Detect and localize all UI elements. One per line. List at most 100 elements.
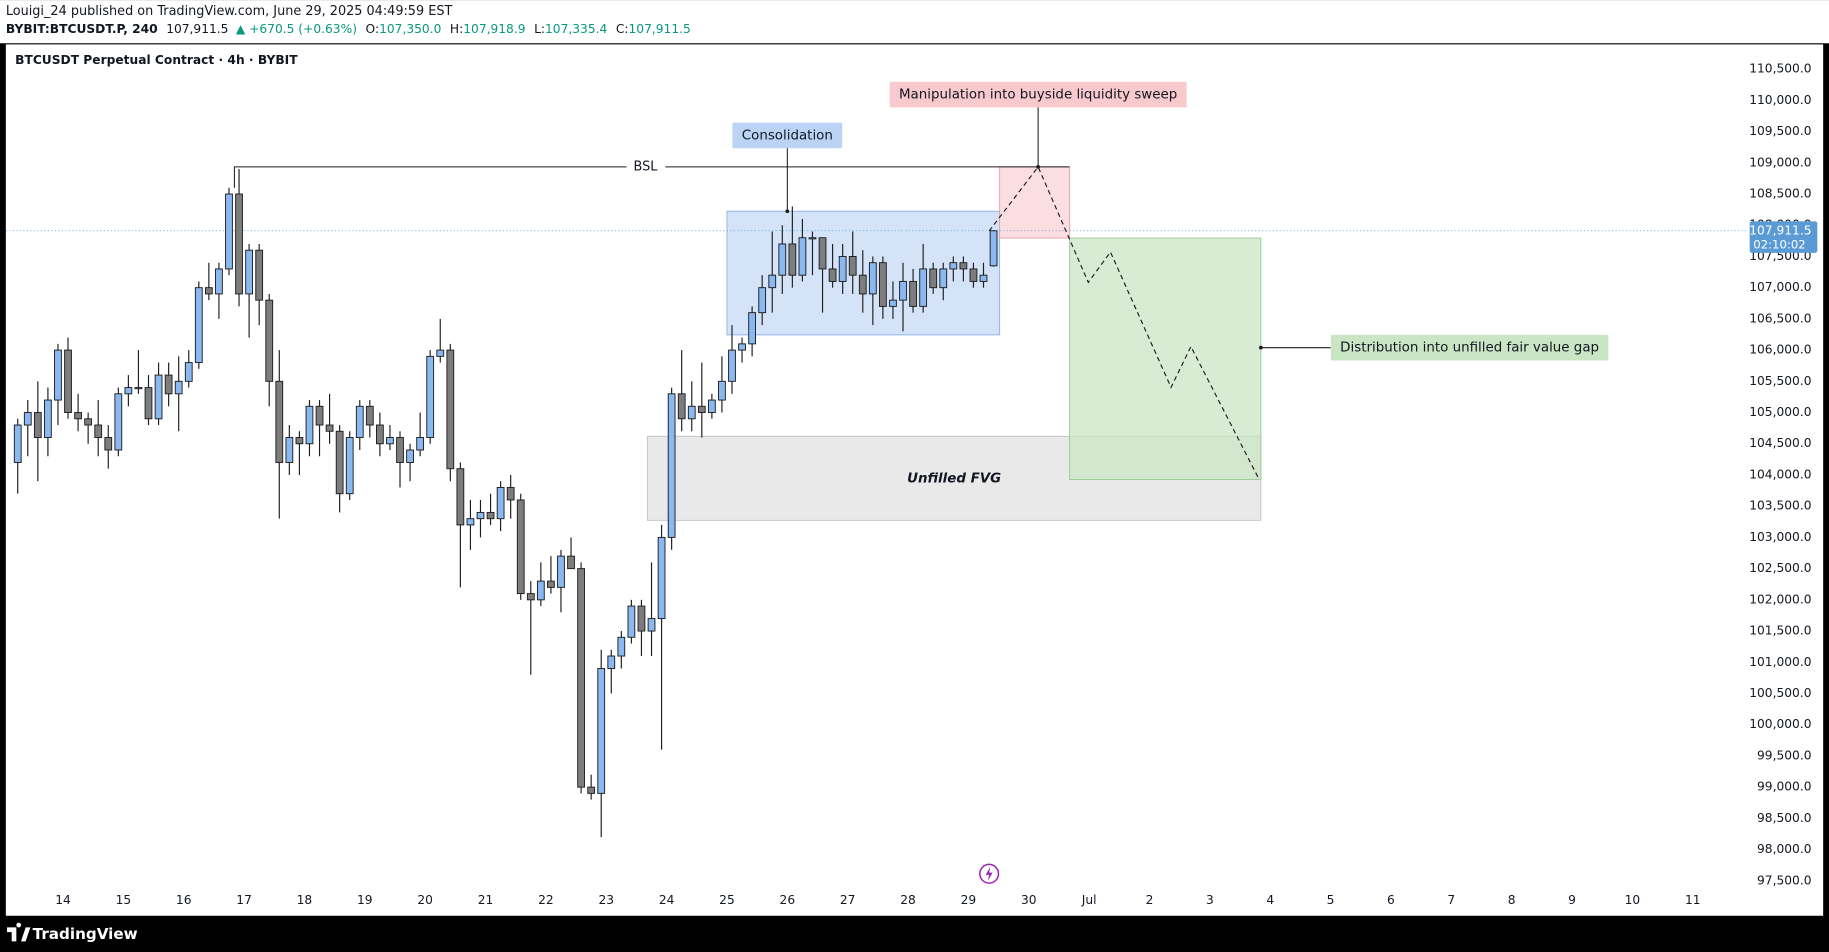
candle-body <box>204 287 213 295</box>
callout-bg <box>732 122 843 149</box>
candle-body <box>577 568 585 788</box>
candle-body <box>396 437 404 463</box>
candle-body <box>879 262 887 307</box>
candle-body <box>718 380 726 401</box>
candle-body <box>94 424 103 438</box>
candle-body <box>315 405 324 426</box>
candle-body <box>194 287 203 364</box>
x-tick-label: 4 <box>1266 893 1274 907</box>
candle-body <box>365 405 374 426</box>
candle-body <box>345 437 354 495</box>
candle-body <box>174 380 183 395</box>
candle-body <box>476 511 485 520</box>
x-tick-label: 29 <box>961 893 977 907</box>
candle-body <box>637 605 646 632</box>
candle-body <box>436 349 445 357</box>
level-label: BSL <box>634 159 659 174</box>
callout-dot <box>1036 164 1040 169</box>
candle-body <box>496 486 505 520</box>
candle-body <box>506 486 515 501</box>
x-tick-label: 21 <box>478 893 494 907</box>
candle-body <box>23 412 32 426</box>
candle-body <box>526 593 535 601</box>
x-tick-label: 7 <box>1447 893 1455 907</box>
candle-body <box>104 437 113 451</box>
y-tick-label: 106,000.0 <box>1749 343 1811 357</box>
symbol-line: BYBIT:BTCUSDT.P, 240 107,911.5 ▲ +670.5 … <box>6 22 691 36</box>
candle-body <box>587 786 596 794</box>
candle-body <box>74 412 82 420</box>
candle-body <box>738 343 746 351</box>
countdown: 02:10:02 <box>1753 237 1805 251</box>
candle-body <box>989 230 998 267</box>
x-tick-label: 8 <box>1508 893 1516 907</box>
y-tick-label: 107,000.0 <box>1749 280 1811 294</box>
chart-title: BTCUSDT Perpetual Contract · 4h · BYBIT <box>15 53 298 67</box>
candle-body <box>768 274 777 289</box>
candle-body <box>647 618 656 632</box>
price-tag <box>1749 221 1818 253</box>
x-tick-label: 30 <box>1021 893 1037 907</box>
candle-body <box>627 605 636 638</box>
candle-body <box>64 349 72 414</box>
ohlc-label: L: <box>534 22 545 36</box>
candle-body <box>838 255 847 282</box>
candle-body <box>557 555 565 588</box>
y-tick-label: 97,500.0 <box>1757 873 1811 887</box>
y-tick-label: 108,500.0 <box>1749 187 1811 201</box>
candle-body <box>376 424 384 445</box>
candle-body <box>335 430 344 495</box>
callout: Manipulation into buyside liquidity swee… <box>889 81 1187 169</box>
x-tick-label: 20 <box>417 893 433 907</box>
y-tick-label: 98,500.0 <box>1757 811 1811 825</box>
candle-body <box>54 349 62 401</box>
x-tick-label: 27 <box>840 893 856 907</box>
callout-bg <box>1330 334 1609 361</box>
level-line <box>233 166 1070 188</box>
y-tick-label: 100,500.0 <box>1749 686 1811 700</box>
candle-body <box>295 437 304 445</box>
candle-body <box>567 555 575 570</box>
candle-body <box>929 268 938 289</box>
callout-dot <box>785 209 790 214</box>
y-tick-label: 102,500.0 <box>1749 561 1811 575</box>
header-bar <box>0 0 1829 44</box>
candle-body <box>697 405 706 414</box>
candle-body <box>707 399 716 414</box>
ohlc-label: O: <box>366 22 380 36</box>
candle-body <box>939 268 948 289</box>
icon-bolt[interactable] <box>985 866 993 881</box>
candle-body <box>33 412 42 438</box>
brand: TradingView <box>33 925 138 943</box>
candle-body <box>114 393 123 451</box>
candle-body <box>667 393 676 538</box>
candle-body <box>547 580 555 588</box>
candle-body <box>979 274 988 282</box>
x-tick-label: 14 <box>55 893 71 907</box>
candle-body <box>788 243 797 276</box>
ohlc-label: C: <box>616 22 629 36</box>
replay-icon[interactable] <box>979 863 1000 884</box>
x-tick-label: 15 <box>116 893 132 907</box>
candle-body <box>255 249 264 301</box>
x-tick-label: 24 <box>659 893 675 907</box>
candle-body <box>597 668 606 794</box>
candle-body <box>426 355 435 438</box>
x-tick-label: 9 <box>1568 893 1576 907</box>
candle-body <box>355 405 364 438</box>
ohlc-value: 107,918.9 <box>463 22 525 36</box>
y-tick-label: 110,500.0 <box>1749 62 1811 76</box>
candle-body <box>144 387 153 420</box>
candle-body <box>758 287 767 314</box>
candle-body <box>225 193 233 270</box>
candle-body <box>868 262 877 295</box>
callout: Distribution into unfilled fair value ga… <box>1258 334 1609 361</box>
y-tick-label: 105,500.0 <box>1749 374 1811 388</box>
x-tick-label: 10 <box>1625 893 1641 907</box>
candle-body <box>677 393 686 420</box>
y-tick-label: 109,500.0 <box>1749 124 1811 138</box>
level-label-bg <box>626 159 666 175</box>
zone-box <box>999 166 1071 239</box>
y-tick-label: 101,000.0 <box>1749 655 1811 669</box>
